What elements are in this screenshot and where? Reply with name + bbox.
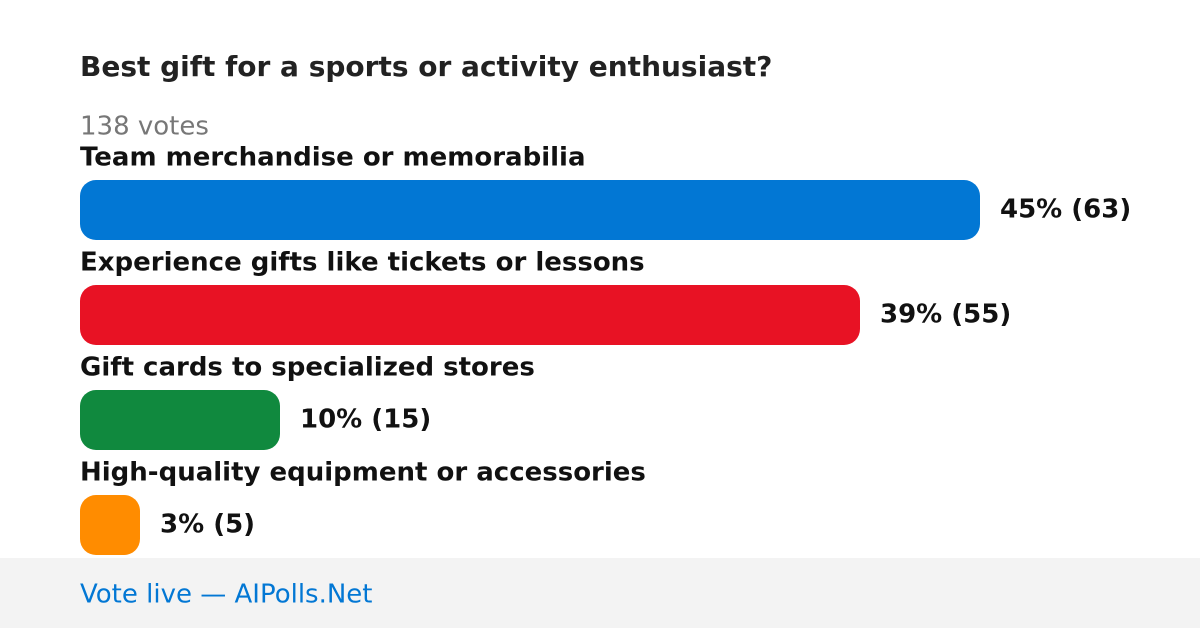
- subtitle: 138 votes: [80, 112, 209, 142]
- footer-bar: [0, 558, 1200, 628]
- value-label: 45% (63): [1000, 195, 1131, 225]
- option-label: Team merchandise or memorabilia: [80, 143, 586, 173]
- chart-title: Best gift for a sports or activity enthu…: [80, 50, 772, 83]
- value-label: 10% (15): [300, 405, 431, 435]
- footer-link[interactable]: Vote live — AIPolls.Net: [80, 580, 373, 610]
- bar: [80, 495, 140, 555]
- option-label: Gift cards to specialized stores: [80, 353, 535, 383]
- value-label: 39% (55): [880, 300, 1011, 330]
- option-label: Experience gifts like tickets or lessons: [80, 248, 645, 278]
- value-label: 3% (5): [160, 510, 255, 540]
- option-label: High-quality equipment or accessories: [80, 458, 646, 488]
- bar: [80, 180, 980, 240]
- bar: [80, 285, 860, 345]
- bar: [80, 390, 280, 450]
